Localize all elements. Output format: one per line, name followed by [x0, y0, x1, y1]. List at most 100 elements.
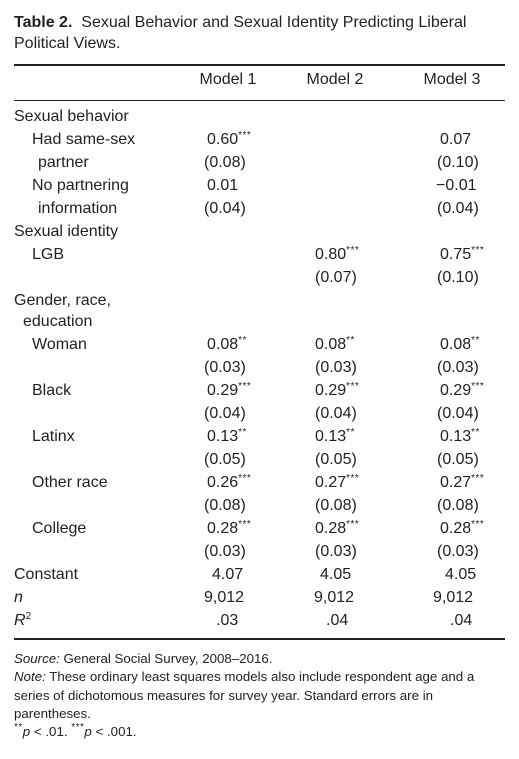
coefficient: 0.26***	[207, 473, 252, 492]
coefficient: 0.08**	[207, 335, 247, 354]
standard-error: (0.05)	[437, 451, 479, 468]
constant-value: 4.05	[320, 566, 352, 583]
section-row: Gender, race,	[0, 289, 519, 312]
significance-note: **p < .01. ***p < .001.	[14, 722, 137, 740]
general-note: Note: These ordinary least squares model…	[14, 669, 475, 721]
row-label: LGB	[32, 246, 65, 263]
standard-error: (0.05)	[204, 451, 246, 468]
table-row: Latinx 0.13** 0.13** 0.13**	[0, 425, 519, 448]
section-label: Sexual identity	[14, 223, 119, 240]
standard-error: (0.04)	[437, 200, 479, 217]
coefficient: 0.13**	[207, 427, 247, 446]
coefficient: 0.27***	[315, 473, 360, 492]
standard-error: (0.08)	[204, 154, 246, 171]
coefficient: −0.01	[436, 177, 477, 194]
standard-error: (0.03)	[437, 543, 479, 560]
coefficient: 0.28***	[207, 519, 252, 538]
table-row: R2 .03 .04 .04	[0, 609, 519, 632]
section-row: education	[0, 310, 519, 333]
section-row: Sexual behavior	[0, 105, 519, 128]
table-row: Constant 4.07 4.05 4.05	[0, 563, 519, 586]
table-row: n 9,012 9,012 9,012	[0, 586, 519, 609]
column-header-model-3: Model 3	[423, 71, 481, 88]
coefficient: 0.13**	[440, 427, 480, 446]
row-label: College	[32, 520, 87, 537]
table-row: (0.08) (0.08) (0.08)	[0, 494, 519, 517]
r-squared: .04	[450, 612, 473, 629]
row-label: Constant	[14, 566, 79, 583]
column-header-model-1: Model 1	[199, 71, 257, 88]
row-label: Latinx	[32, 428, 75, 445]
table-row: (0.03) (0.03) (0.03)	[0, 540, 519, 563]
standard-error: (0.03)	[315, 543, 357, 560]
coefficient: 0.07	[440, 131, 472, 148]
sample-size: 9,012	[204, 589, 245, 606]
table-row: Had same-sex 0.60*** 0.07	[0, 128, 519, 151]
section-row: Sexual identity	[0, 220, 519, 243]
standard-error: (0.04)	[315, 405, 357, 422]
section-label: Sexual behavior	[14, 108, 129, 125]
coefficient: 0.28***	[440, 519, 485, 538]
standard-error: (0.08)	[204, 497, 246, 514]
coefficient: 0.13**	[315, 427, 355, 446]
section-label: education	[23, 313, 93, 330]
table-row: information (0.04) (0.04)	[0, 197, 519, 220]
table-row: No partnering 0.01 −0.01	[0, 174, 519, 197]
standard-error: (0.04)	[204, 405, 246, 422]
table-row: (0.07) (0.10)	[0, 266, 519, 289]
table-row: Black 0.29*** 0.29*** 0.29***	[0, 379, 519, 402]
table-row: Woman 0.08** 0.08** 0.08**	[0, 333, 519, 356]
coefficient: 0.29***	[315, 381, 360, 400]
row-label: R2	[14, 611, 32, 630]
coefficient: 0.29***	[207, 381, 252, 400]
table-row: College 0.28*** 0.28*** 0.28***	[0, 517, 519, 540]
row-label: information	[38, 200, 118, 217]
standard-error: (0.03)	[204, 359, 246, 376]
coefficient: 0.28***	[315, 519, 360, 538]
coefficient: 0.80***	[315, 245, 360, 264]
row-label: n	[14, 589, 23, 606]
coefficient: 0.27***	[440, 473, 485, 492]
coefficient: 0.08**	[440, 335, 480, 354]
table-number: Table 2.	[14, 14, 73, 31]
table-caption: Table 2. Sexual Behavior and Sexual Iden…	[14, 12, 504, 54]
r-squared: .04	[326, 612, 349, 629]
standard-error: (0.08)	[315, 497, 357, 514]
top-rule	[14, 64, 505, 66]
standard-error: (0.10)	[437, 154, 479, 171]
source-note: Source: General Social Survey, 2008–2016…	[14, 651, 273, 666]
row-label: partner	[38, 154, 89, 171]
bottom-rule	[14, 638, 505, 640]
standard-error: (0.03)	[315, 359, 357, 376]
r-squared: .03	[216, 612, 239, 629]
row-label: Had same-sex	[32, 131, 136, 148]
coefficient: 0.08**	[315, 335, 355, 354]
row-label: No partnering	[32, 177, 129, 194]
standard-error: (0.03)	[437, 359, 479, 376]
constant-value: 4.07	[212, 566, 244, 583]
row-label: Woman	[32, 336, 87, 353]
standard-error: (0.03)	[204, 543, 246, 560]
section-label: Gender, race,	[14, 292, 111, 309]
standard-error: (0.04)	[437, 405, 479, 422]
table-row: Other race 0.26*** 0.27*** 0.27***	[0, 471, 519, 494]
standard-error: (0.08)	[437, 497, 479, 514]
column-header-model-2: Model 2	[306, 71, 364, 88]
coefficient: 0.75***	[440, 245, 485, 264]
coefficient: 0.60***	[207, 130, 252, 149]
table-notes: Source: General Social Survey, 2008–2016…	[14, 650, 504, 741]
table-row: (0.04) (0.04) (0.04)	[0, 402, 519, 425]
standard-error: (0.05)	[315, 451, 357, 468]
constant-value: 4.05	[445, 566, 477, 583]
header-rule	[14, 100, 505, 101]
standard-error: (0.07)	[315, 269, 357, 286]
standard-error: (0.10)	[437, 269, 479, 286]
table-row: (0.05) (0.05) (0.05)	[0, 448, 519, 471]
table-row: partner (0.08) (0.10)	[0, 151, 519, 174]
table-title: Sexual Behavior and Sexual Identity Pred…	[14, 14, 467, 52]
coefficient: 0.29***	[440, 381, 485, 400]
sample-size: 9,012	[314, 589, 355, 606]
sample-size: 9,012	[433, 589, 474, 606]
row-label: Other race	[32, 474, 108, 491]
